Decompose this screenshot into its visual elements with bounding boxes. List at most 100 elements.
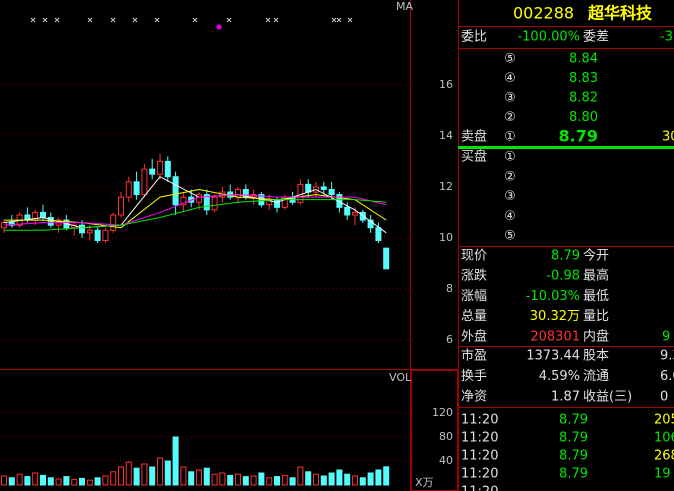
volume-bar [289, 477, 296, 486]
trade-volume: 268 [654, 449, 674, 464]
label: 外盘 [461, 328, 487, 344]
candle-body [305, 183, 312, 193]
candle-body [274, 199, 280, 208]
candle-body [157, 160, 163, 175]
moving-average [4, 199, 387, 231]
stock-code: 002288 [513, 4, 574, 23]
ask-price: 8.79 [559, 127, 598, 146]
candle-body [320, 186, 327, 190]
label: 现价 [461, 249, 487, 264]
trade-price: 8.79 [559, 413, 588, 428]
value: 1373.44 [526, 349, 580, 364]
candle-body [133, 181, 140, 196]
volume-bar [1, 475, 7, 486]
value: 1.87 [551, 390, 580, 405]
trade-time: 11:20 [461, 467, 498, 482]
volume-bar [24, 476, 31, 486]
volume-bar [266, 477, 273, 486]
label: 今开 [583, 248, 609, 264]
volume-bar [227, 474, 234, 486]
candle-body [375, 227, 382, 241]
value: -3 [660, 30, 673, 45]
value: 208301 [530, 329, 580, 344]
volume-bar [110, 471, 117, 486]
candle-body [352, 211, 358, 216]
volume-bar [188, 471, 195, 486]
candle-body [328, 188, 335, 196]
value: 8.79 [551, 249, 580, 264]
label: 委差 [583, 30, 609, 45]
value: 9.3 [660, 349, 674, 364]
candle-body [47, 217, 54, 226]
candle-body [141, 168, 148, 196]
stock-name: 超华科技 [587, 4, 653, 23]
level: ④ [504, 209, 516, 224]
candle-body [211, 196, 218, 211]
value: 0 [660, 390, 668, 405]
label: 量比 [583, 309, 609, 324]
candle-body [235, 188, 241, 198]
candle-body [383, 247, 390, 270]
volume-bar [157, 457, 163, 486]
volume-bar [125, 461, 132, 486]
volume-bar [40, 474, 46, 486]
label: 换手 [461, 369, 487, 384]
volume-bar [242, 476, 249, 486]
label: 市盈 [461, 348, 487, 364]
level: ④ [504, 71, 516, 86]
volume-bar [336, 469, 343, 486]
trade-time: 11:20 [461, 449, 498, 464]
volume-bar [320, 475, 327, 486]
candle-body [118, 196, 124, 216]
label: 内盘 [583, 328, 609, 344]
volume-bar [141, 463, 148, 486]
volume-bar [297, 466, 304, 486]
volume-bar [71, 479, 78, 486]
candle-body [359, 211, 366, 221]
volume-bar [352, 475, 358, 486]
volume-bar [344, 473, 351, 486]
volume-bar [274, 476, 280, 486]
volume-title: VOL [389, 371, 412, 384]
trade-time: 11:20 [461, 413, 498, 428]
volume-bar [63, 476, 70, 486]
volume-bar [86, 479, 93, 486]
volume-unit: X万 [415, 476, 434, 489]
label: 股本 [583, 349, 609, 364]
label: 收益(三) [583, 390, 632, 405]
volume-bar [102, 475, 109, 486]
candle-body [180, 196, 187, 206]
volume-bar [328, 472, 335, 486]
volume-bar [281, 474, 288, 486]
volume-bar [258, 472, 265, 486]
trade-volume: 205 [654, 413, 674, 428]
candle-body [172, 176, 179, 206]
value: 9 [662, 329, 670, 344]
volume-bar [196, 469, 202, 486]
volume-bar [172, 436, 179, 486]
y-tick-label: 80 [439, 430, 453, 443]
label: 买盘 [461, 149, 487, 165]
volume-bar [133, 467, 140, 486]
volume-bar [149, 466, 156, 486]
candle-body [125, 181, 132, 198]
label: 净资 [461, 390, 487, 405]
moving-average [4, 188, 387, 229]
moving-average [3, 194, 387, 226]
label: 涨幅 [461, 289, 487, 304]
candle-body [242, 188, 249, 198]
candle-body [164, 160, 171, 178]
volume-bar [55, 478, 62, 486]
y-tick-label: 6 [446, 333, 453, 346]
level: ② [504, 169, 516, 184]
value: 6.0 [660, 369, 674, 384]
trade-time: 11:20 [461, 485, 498, 491]
candle-body [94, 229, 101, 241]
volume-bar [47, 477, 54, 486]
trade-price: 8.79 [559, 431, 588, 446]
candle-body [203, 194, 210, 211]
label: 总量 [461, 309, 487, 324]
volume-bar [219, 472, 226, 486]
